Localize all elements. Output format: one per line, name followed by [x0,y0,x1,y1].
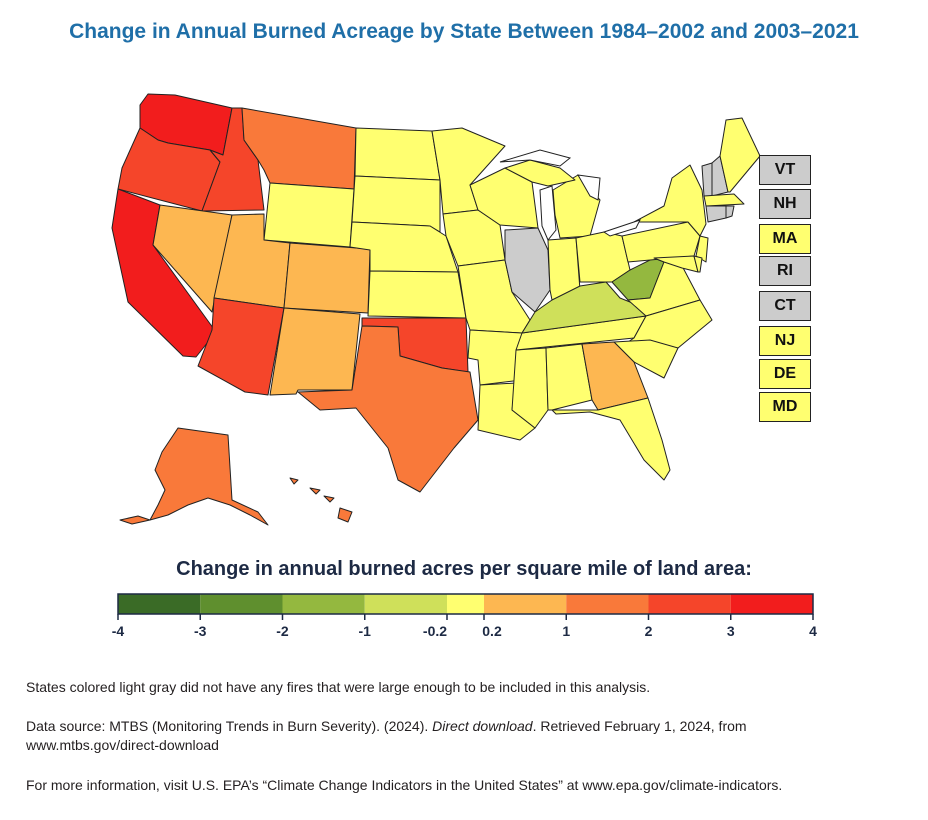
data-source-note: Data source: MTBS (Monitoring Trends in … [26,717,886,755]
state-hawaii-islands-2 [309,487,321,495]
scale-tick-label: 2 [645,623,653,639]
state-connecticut [705,205,727,223]
scale-bin [446,594,485,614]
state-kansas [367,270,467,319]
small-state-label: RI [777,262,793,279]
lake-superior [499,149,572,167]
scale-bin [200,594,283,614]
small-state-box-nj: NJ [759,326,811,356]
state-vermont [701,162,713,197]
scale-tick-label: 0.2 [482,623,502,639]
state-massachusetts [703,193,745,207]
state-texas [297,325,479,493]
source-suffix: . Retrieved February 1, 2024, from [532,718,747,734]
small-state-box-de: DE [759,359,811,389]
scale-bin [566,594,649,614]
scale-bin [118,594,201,614]
state-florida [551,397,671,481]
scale-tick-label: -4 [112,623,125,639]
state-maryland [653,255,699,273]
scale-bin [282,594,365,614]
state-new-mexico [269,307,361,396]
small-state-box-md: MD [759,392,811,422]
state-kentucky [521,281,647,334]
state-new-york [633,164,707,237]
more-info-note: For more information, visit U.S. EPA’s “… [26,777,783,793]
scale-border [117,593,814,615]
state-colorado [283,242,371,314]
scale-bin [648,594,731,614]
small-state-label: CT [774,297,796,314]
color-scale-legend: -4 -3 -2 -1 -0.2 0.2 1 2 3 4 [112,593,817,639]
state-maine [719,117,761,193]
state-wyoming [263,182,355,248]
state-pennsylvania [621,221,701,263]
state-hawaii [337,507,353,523]
state-hawaii-islands-3 [323,495,335,503]
state-mississippi [511,347,549,429]
small-state-label: MA [772,230,798,247]
small-state-label: DE [773,365,797,382]
small-state-box-ct: CT [759,291,811,321]
scale-tick-label: -2 [276,623,289,639]
state-nevada [152,204,233,313]
small-state-label: MD [772,398,798,415]
scale-tick-label: 3 [727,623,735,639]
state-new-jersey [695,235,709,263]
state-ohio [575,231,631,283]
map-title: Change in Annual Burned Acreage by State… [69,20,859,43]
state-arizona [197,297,285,396]
lake-huron [577,174,601,201]
lake-michigan [539,185,557,241]
small-state-label: NH [773,195,797,212]
scale-tick-label: -0.2 [423,623,447,639]
state-illinois [504,227,551,313]
scale-bin [730,594,813,614]
small-state-label: NJ [774,332,796,349]
state-alaska-islands [119,515,151,525]
legend-title: Change in annual burned acres per square… [176,558,752,580]
source-title: Direct download [432,718,533,734]
us-burned-acreage-map [111,93,761,526]
scale-tick-label: 1 [562,623,570,639]
small-state-box-vt: VT [759,155,811,185]
scale-bin [484,594,567,614]
small-state-label: VT [774,161,796,178]
small-state-box-nh: NH [759,189,811,219]
state-hawaii-islands-1 [289,477,299,485]
small-state-box-ri: RI [759,256,811,286]
scale-bin [364,594,447,614]
lake-erie [602,219,641,237]
scale-tick-label: -1 [359,623,372,639]
state-delaware [693,255,703,273]
state-rhode-island [725,205,735,219]
scale-tick-label: 4 [809,623,817,639]
small-state-box-ma: MA [759,224,811,254]
gray-states-note: States colored light gray did not have a… [26,679,651,695]
state-north-dakota [354,127,441,181]
state-alabama [545,343,593,411]
scale-tick-label: -3 [194,623,207,639]
state-alaska [149,427,269,526]
source-prefix: Data source: MTBS (Monitoring Trends in … [26,718,433,734]
source-url: www.mtbs.gov/direct-download [26,737,219,753]
